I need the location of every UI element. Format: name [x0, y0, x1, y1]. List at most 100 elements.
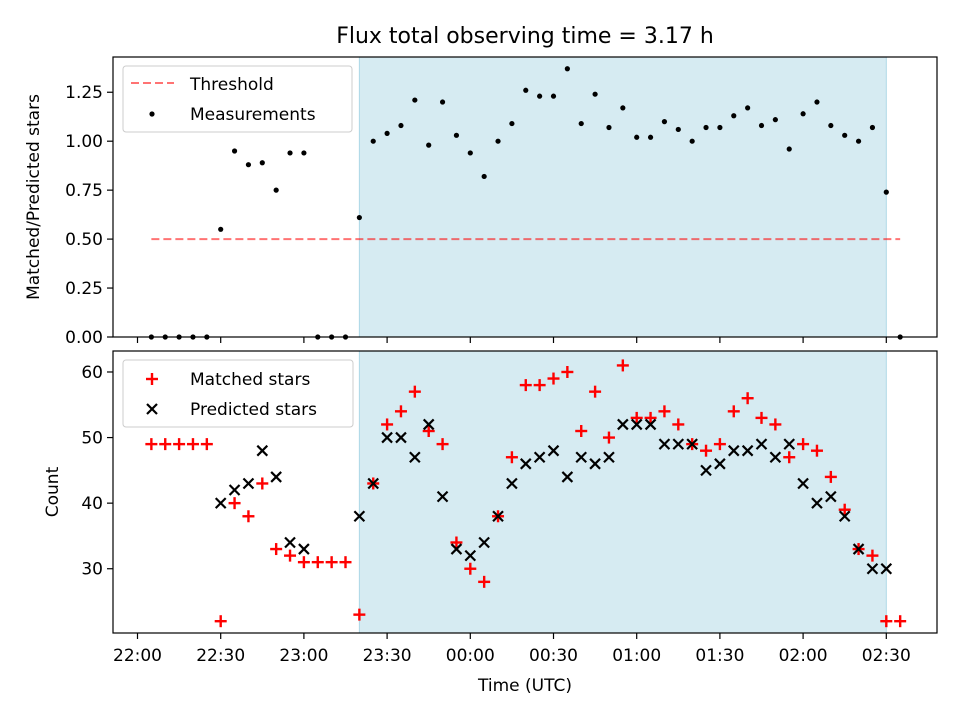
predicted-star-point — [658, 438, 671, 450]
top-y-tick-label: 0.75 — [65, 181, 103, 201]
top-legend: Threshold Measurements — [122, 65, 353, 133]
matched-star-point — [880, 615, 893, 628]
matched-star-point — [658, 405, 671, 418]
matched-star-point — [769, 418, 782, 431]
predicted-star-point — [464, 549, 477, 562]
measurement-point — [398, 122, 404, 129]
top-y-tick-label: 0.25 — [65, 279, 103, 299]
measurement-point — [537, 93, 543, 99]
measurement-point — [370, 138, 376, 144]
measurement-point — [647, 134, 654, 140]
matched-star-point — [575, 425, 588, 438]
matched-star-point — [464, 562, 477, 575]
predicted-star-point — [630, 418, 643, 431]
count-panel: 30 40 50 60 22:00 22:30 23:00 23:30 00:00 00:30 0… — [43, 350, 938, 696]
measurement-point — [703, 124, 709, 131]
predicted-star-point — [825, 490, 837, 503]
x-axis-label: Time (UTC) — [477, 676, 572, 696]
predicted-star-point — [436, 490, 449, 503]
matched-star-point — [478, 575, 491, 588]
predicted-star-point — [617, 418, 629, 431]
matched-star-point — [602, 431, 615, 444]
measurement-point — [717, 124, 723, 131]
measurement-point — [245, 162, 252, 168]
measurement-point — [509, 120, 515, 127]
predicted-star-point — [284, 536, 296, 549]
predicted-star-point — [256, 444, 269, 457]
measurement-point — [675, 126, 681, 133]
matched-star-point — [311, 556, 324, 569]
measurement-point — [606, 124, 612, 131]
predicted-star-point — [589, 458, 601, 470]
measurement-point — [495, 138, 501, 144]
x-tick-label: 23:30 — [363, 646, 412, 666]
measurement-point — [564, 66, 570, 72]
predicted-star-point — [270, 471, 282, 483]
measurement-point — [842, 132, 848, 138]
predicted-star-point — [769, 451, 782, 464]
matched-star-point — [755, 411, 768, 424]
measurement-point — [661, 119, 668, 125]
measurement-point — [412, 97, 418, 103]
predicted-star-point — [700, 464, 712, 477]
top-y-tick-label: 0.00 — [65, 328, 103, 348]
predicted-star-point — [603, 451, 615, 464]
measurement-point — [814, 99, 820, 105]
matched-star-point — [394, 405, 407, 418]
measurement-point — [384, 130, 390, 136]
predicted-star-point — [381, 431, 393, 444]
matched-star-point — [672, 418, 685, 431]
top-legend-box — [122, 65, 353, 133]
x-tick-label: 02:00 — [779, 646, 828, 666]
matched-star-point — [159, 438, 172, 451]
predicted-star-point — [561, 471, 574, 483]
measurement-point — [301, 150, 307, 156]
matched-star-point — [200, 438, 213, 451]
matched-star-point — [228, 497, 241, 510]
predicted-star-point — [395, 431, 407, 444]
legend-measurement-swatch — [149, 111, 155, 117]
x-tick-label: 00:00 — [446, 646, 495, 666]
predicted-star-point — [409, 451, 421, 464]
measurement-point — [259, 160, 265, 166]
matched-star-point — [561, 365, 574, 378]
predicted-star-point — [714, 458, 726, 470]
matched-star-point — [630, 411, 643, 424]
matched-star-point — [783, 451, 796, 464]
measurement-point — [855, 138, 862, 144]
matched-star-point — [700, 444, 713, 457]
bottom-y-tick-label: 30 — [81, 560, 103, 580]
top-y-tick-label: 1.00 — [65, 132, 103, 152]
bottom-legend-box — [122, 359, 354, 428]
matched-star-point — [297, 556, 310, 569]
matched-star-point — [173, 438, 186, 451]
matched-star-point — [533, 379, 546, 392]
measurement-point — [550, 93, 557, 99]
bottom-y-tick-label: 60 — [81, 363, 103, 383]
matched-star-point — [894, 615, 907, 628]
measurement-point — [869, 124, 876, 131]
bottom-y-tick-label: 40 — [81, 494, 103, 514]
ratio-panel: 0.00 0.25 0.50 0.75 1.00 1.25 Matched/Predict… — [24, 56, 938, 348]
measurement-point — [620, 105, 626, 111]
matched-star-point — [810, 444, 823, 457]
predicted-star-point — [214, 497, 227, 509]
matched-star-point — [242, 510, 255, 523]
matched-star-point — [644, 411, 657, 424]
top-axes-frame — [112, 56, 938, 338]
legend-matched-label: Matched stars — [190, 370, 310, 390]
measurement-point — [772, 117, 778, 123]
predicted-star-point — [533, 451, 546, 464]
x-tick-label: 02:30 — [862, 646, 911, 666]
matched-star-point — [145, 438, 158, 451]
legend-measurement-label: Measurements — [190, 105, 316, 125]
x-tick-label: 01:30 — [695, 646, 744, 666]
matched-star-point — [727, 405, 740, 418]
matched-star-point — [866, 549, 879, 562]
predicted-star-point — [422, 418, 435, 431]
measurement-point — [800, 111, 806, 117]
predicted-star-point — [519, 458, 532, 470]
x-tick-label: 23:00 — [279, 646, 328, 666]
legend-threshold-label: Threshold — [189, 75, 274, 95]
